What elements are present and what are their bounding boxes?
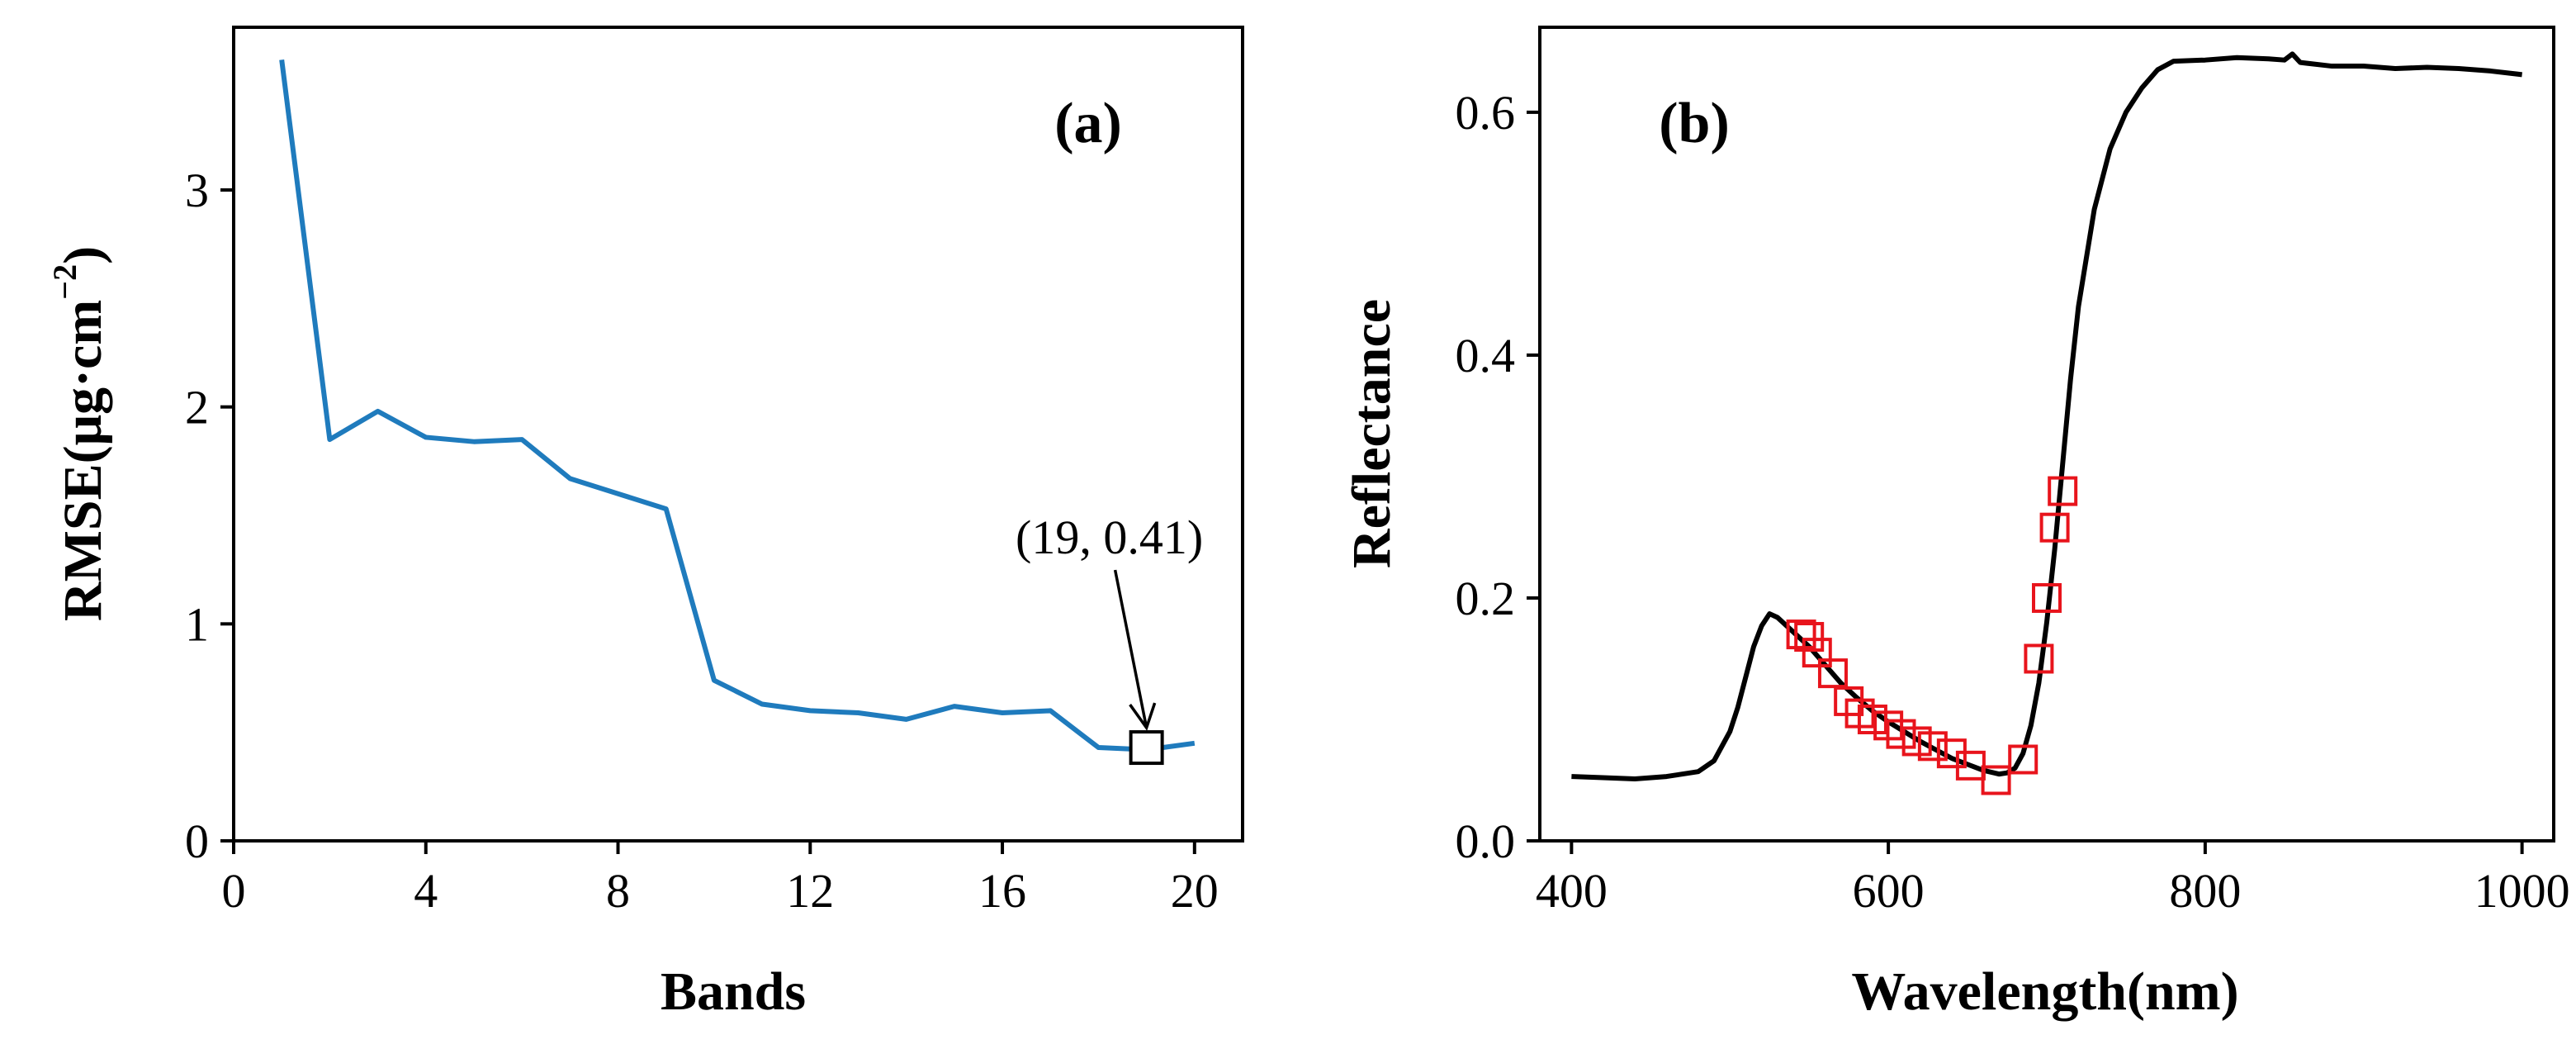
panel-a-annotation-arrow-line: [1113, 569, 1148, 729]
panel-b-x-tick-label: 400: [1536, 864, 1608, 918]
panel-a-annotation-arrow-head: [1129, 702, 1157, 731]
panel-a-y-tick-label: 2: [185, 381, 209, 434]
panel-b-selected-band-marker: [1981, 765, 2011, 795]
panel-a-y-axis-title: RMSE(μg·cm−2): [46, 246, 113, 621]
panel-b-y-tick-label: 0.0: [1456, 814, 1516, 868]
panel-a-x-tick-label: 12: [786, 864, 834, 918]
panel-b-selected-band-marker: [2039, 512, 2070, 543]
panel-b-y-tick-label: 0.4: [1456, 329, 1516, 382]
panel-b-label: (b): [1659, 92, 1730, 155]
panel-b-x-axis-title: Wavelength(nm): [1851, 961, 2238, 1022]
panel-b-x-tick-label: 1000: [2474, 864, 2570, 918]
panel-b-plot-frame: [1538, 26, 2555, 843]
panel-a-x-tick-label: 0: [222, 864, 246, 918]
panel-b-selected-band-marker: [1886, 719, 1916, 749]
panel-a-y-tick-label: 1: [185, 597, 209, 651]
panel-b-x-tick-label: 600: [1853, 864, 1925, 918]
panel-b-y-axis-title: Reflectance: [1342, 299, 1402, 568]
panel-b-y-tick-label: 0.6: [1456, 86, 1516, 140]
panel-a-x-tick-label: 16: [978, 864, 1026, 918]
panel-a-y-axis-title-close: ): [53, 246, 113, 264]
panel-a-optimal-band-marker: [1129, 730, 1164, 766]
panel-a-x-tick-label: 8: [606, 864, 630, 918]
panel-b-selected-band-marker: [1802, 638, 1832, 668]
panel-b-selected-band-marker: [1857, 704, 1887, 734]
panel-b-x-tick-label: 800: [2169, 864, 2241, 918]
panel-b-reflectance-series-line: [1571, 51, 2522, 782]
panel-b-axis-ticks: 400 600 800 1000 0.0 0.2 0.4 0.6: [1456, 86, 2570, 918]
panel-b-selected-band-marker: [1817, 658, 1848, 689]
panel-a-rmse-series-line: [279, 59, 1196, 752]
panel-a-y-axis-title-exponent: −2: [46, 264, 83, 300]
panel-a-y-tick-label: 0: [185, 814, 209, 868]
panel-a-plot-frame: [232, 26, 1244, 843]
panel-a-y-axis-title-main: RMSE(μg·cm: [53, 300, 113, 621]
panel-b-selected-band-marker: [1917, 731, 1948, 762]
panel-b-selected-band-marker: [2048, 476, 2078, 506]
panel-a-x-tick-label: 20: [1171, 864, 1219, 918]
panel-b-selected-band-marker: [2008, 744, 2039, 775]
panel-b-selected-band-markers: [1786, 476, 2078, 795]
panel-b-selected-band-marker: [1794, 622, 1825, 653]
panel-a-y-tick-label: 3: [185, 164, 209, 217]
panel-b-selected-band-marker: [2032, 582, 2062, 613]
panel-a-label: (a): [1054, 92, 1122, 155]
panel-b-selected-band-marker: [1901, 726, 1932, 757]
panel-b-selected-band-marker: [2024, 643, 2054, 674]
panel-a-x-axis-title: Bands: [661, 961, 806, 1022]
panel-b-reflectance-chart: 400 600 800 1000 0.0 0.2 0.4 0.6 (b) Wavelength…: [1342, 26, 2570, 1022]
panel-b-selected-band-marker: [1786, 619, 1816, 650]
panel-a-optimal-band-annotation: (19, 0.41): [1016, 510, 1203, 564]
panel-b-y-tick-label: 0.2: [1456, 572, 1516, 625]
panel-a-x-tick-label: 4: [414, 864, 438, 918]
